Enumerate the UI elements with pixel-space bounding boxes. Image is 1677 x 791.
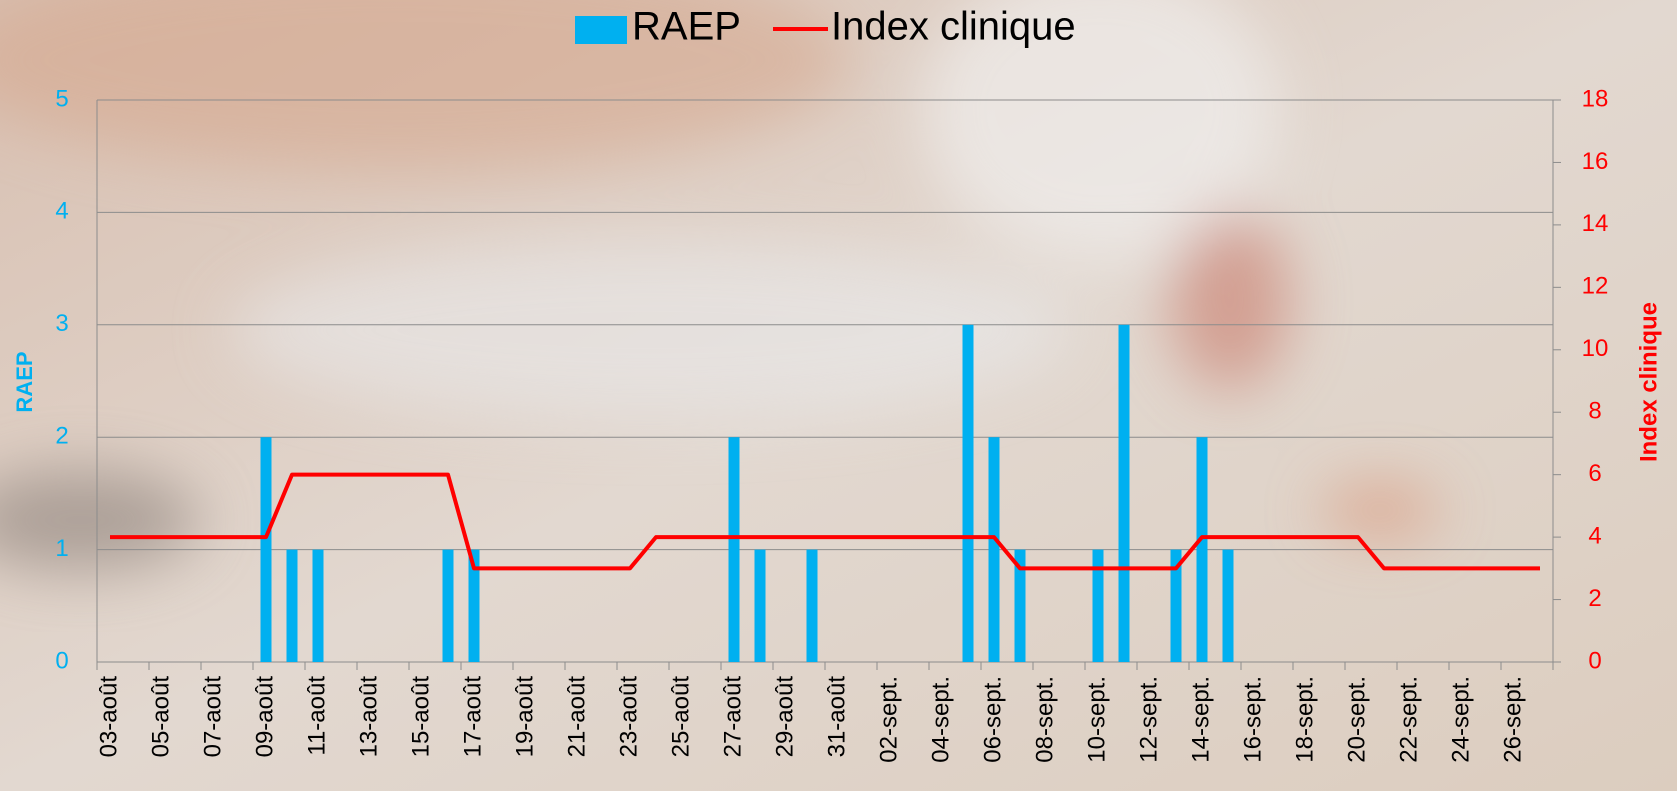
x-tick-label: 23-août xyxy=(615,676,642,758)
x-tick-label: 03-août xyxy=(95,676,122,758)
legend-swatch xyxy=(575,16,627,44)
bar xyxy=(468,549,480,662)
y2-tick-label: 16 xyxy=(1582,148,1609,175)
x-tick-label: 21-août xyxy=(563,676,590,758)
y2-tick-label: 8 xyxy=(1588,398,1601,425)
x-tick-label: 25-août xyxy=(667,676,694,758)
y2-tick-label: 2 xyxy=(1588,585,1601,612)
x-tick-label: 13-août xyxy=(355,676,382,758)
y2-tick-label: 4 xyxy=(1588,522,1601,549)
y2-tick-label: 0 xyxy=(1588,647,1601,674)
y-tick-label: 4 xyxy=(55,198,68,225)
legend-label: Index clinique xyxy=(831,5,1076,49)
bar xyxy=(754,549,766,662)
line xyxy=(110,472,1540,571)
bar xyxy=(1118,324,1130,662)
x-tick-label: 11-août xyxy=(303,676,330,756)
x-tick-label: 17-août xyxy=(459,676,486,758)
x-tick-label: 12-sept. xyxy=(1135,676,1162,763)
bar xyxy=(260,437,272,662)
bar xyxy=(728,437,740,662)
legend-label: RAEP xyxy=(632,5,741,49)
x-tick-label: 10-sept. xyxy=(1083,676,1110,763)
x-tick-label: 19-août xyxy=(511,676,538,758)
x-tick-label: 18-sept. xyxy=(1291,676,1318,763)
x-tick-label: 06-sept. xyxy=(979,676,1006,763)
x-tick-label: 26-sept. xyxy=(1499,676,1526,763)
x-tick-label: 31-août xyxy=(823,676,850,758)
x-tick-label: 15-août xyxy=(407,676,434,758)
x-tick-label: 24-sept. xyxy=(1447,676,1474,763)
x-tick-label: 14-sept. xyxy=(1187,676,1214,763)
bar xyxy=(988,437,1000,662)
x-tick-label: 09-août xyxy=(251,676,278,758)
bar xyxy=(1092,549,1104,662)
x-tick-label: 07-août xyxy=(199,676,226,758)
x-tick-label: 29-août xyxy=(771,676,798,758)
x-tick-label: 20-sept. xyxy=(1343,676,1370,763)
x-tick-label: 04-sept. xyxy=(927,676,954,763)
x-tick-label: 27-août xyxy=(719,676,746,758)
bar xyxy=(1196,437,1208,662)
background-photo xyxy=(0,0,1440,570)
y2-tick-label: 18 xyxy=(1582,85,1609,112)
x-tick-label: 08-sept. xyxy=(1031,676,1058,763)
bar xyxy=(1014,549,1026,662)
bar xyxy=(1222,549,1234,662)
bar xyxy=(286,549,298,662)
bar xyxy=(442,549,454,662)
y-tick-label: 0 xyxy=(55,647,68,674)
y-tick-label: 1 xyxy=(55,535,68,562)
y2-tick-label: 6 xyxy=(1588,460,1601,487)
y2-tick-label: 10 xyxy=(1582,335,1609,362)
y2-tick-label: 14 xyxy=(1582,210,1609,237)
y-tick-label: 2 xyxy=(55,423,68,450)
y-axis-title: RAEP xyxy=(12,351,37,412)
y2-axis-title: Index clinique xyxy=(1635,302,1662,462)
bar xyxy=(312,549,324,662)
y-tick-label: 5 xyxy=(55,85,68,112)
x-tick-label: 05-août xyxy=(147,676,174,758)
x-tick-label: 16-sept. xyxy=(1239,676,1266,763)
y-tick-label: 3 xyxy=(55,310,68,337)
y2-tick-label: 12 xyxy=(1582,273,1609,300)
bar xyxy=(962,324,974,662)
x-tick-label: 02-sept. xyxy=(875,676,902,763)
x-tick-label: 22-sept. xyxy=(1395,676,1422,763)
bar xyxy=(1170,549,1182,662)
bar xyxy=(806,549,818,662)
